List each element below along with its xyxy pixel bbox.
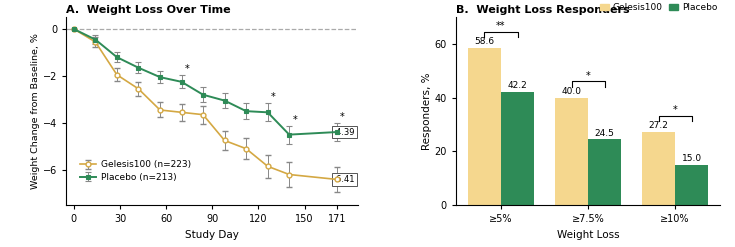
Text: 15.0: 15.0 bbox=[681, 154, 702, 163]
X-axis label: Weight Loss: Weight Loss bbox=[557, 230, 620, 240]
Bar bbox=[642, 132, 675, 205]
Legend: Gelesis100, Placebo: Gelesis100, Placebo bbox=[596, 0, 721, 16]
Bar bbox=[501, 92, 534, 205]
Text: 58.6: 58.6 bbox=[474, 37, 495, 46]
Bar bbox=[588, 139, 621, 205]
Text: 42.2: 42.2 bbox=[508, 81, 528, 90]
Text: -4.39: -4.39 bbox=[334, 127, 355, 137]
Text: 27.2: 27.2 bbox=[649, 122, 669, 130]
Text: *: * bbox=[270, 92, 276, 102]
X-axis label: Study Day: Study Day bbox=[185, 230, 239, 240]
Text: A.  Weight Loss Over Time: A. Weight Loss Over Time bbox=[66, 5, 231, 15]
Text: *: * bbox=[340, 112, 345, 122]
Bar bbox=[468, 48, 501, 205]
Bar bbox=[675, 165, 709, 205]
Y-axis label: Responders, %: Responders, % bbox=[422, 72, 431, 150]
Text: *: * bbox=[673, 105, 678, 115]
Legend: Gelesis100 (n=223), Placebo (n=213): Gelesis100 (n=223), Placebo (n=213) bbox=[76, 157, 195, 185]
Text: *: * bbox=[586, 71, 590, 81]
Text: *: * bbox=[184, 64, 190, 74]
Text: 24.5: 24.5 bbox=[595, 129, 614, 138]
Text: B.  Weight Loss Responders: B. Weight Loss Responders bbox=[456, 5, 629, 15]
Text: -6.41: -6.41 bbox=[334, 175, 355, 184]
Y-axis label: Weight Change from Baseline, %: Weight Change from Baseline, % bbox=[31, 33, 40, 189]
Text: **: ** bbox=[496, 21, 506, 31]
Bar bbox=[555, 98, 588, 205]
Text: 40.0: 40.0 bbox=[562, 87, 581, 96]
Text: *: * bbox=[293, 115, 297, 124]
